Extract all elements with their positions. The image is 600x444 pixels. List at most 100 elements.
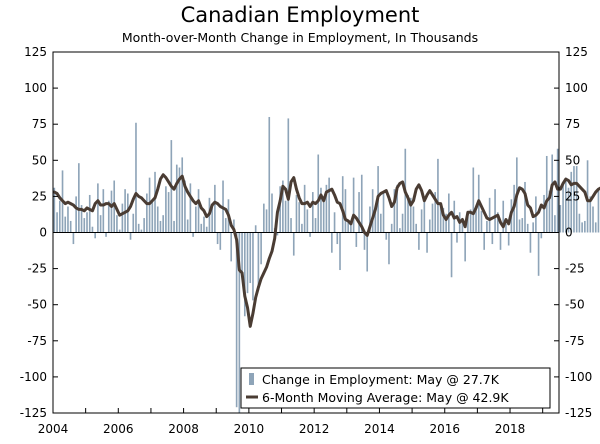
employment-bar	[385, 232, 388, 240]
employment-bar	[69, 220, 72, 233]
employment-bar	[303, 184, 306, 233]
employment-bar	[110, 190, 113, 233]
x-tick-label: 2010	[234, 422, 265, 436]
employment-bar	[224, 218, 227, 233]
employment-bar	[86, 212, 88, 233]
y-tick-label-right: 100	[565, 81, 588, 95]
x-tick-label: 2008	[168, 422, 199, 436]
employment-bar	[551, 154, 554, 233]
employment-bar	[311, 192, 314, 233]
employment-bar	[290, 218, 292, 233]
y-tick-label-right: 50	[565, 153, 580, 167]
employment-bar	[499, 232, 502, 250]
employment-bar	[200, 223, 203, 233]
employment-bar	[442, 207, 445, 233]
employment-bar	[559, 205, 562, 233]
employment-bar	[165, 186, 167, 233]
employment-bar	[78, 163, 80, 233]
employment-bar	[151, 200, 154, 233]
employment-bar	[450, 232, 453, 278]
employment-bar	[390, 223, 393, 233]
employment-bar	[554, 215, 556, 233]
employment-bar	[129, 232, 132, 240]
employment-bar	[105, 232, 107, 237]
employment-bar	[271, 193, 273, 233]
employment-bar	[214, 184, 216, 233]
employment-bar	[366, 232, 369, 272]
employment-bar	[567, 187, 570, 233]
employment-bar	[548, 190, 551, 233]
employment-bar	[336, 232, 339, 245]
legend-bar-label: Change in Employment: May @ 27.7K	[262, 372, 500, 387]
employment-bar	[162, 215, 164, 233]
employment-bar	[494, 189, 496, 233]
y-tick-label-left: -125	[20, 406, 47, 420]
legend: Change in Employment: May @ 27.7K 6-Mont…	[240, 367, 551, 409]
chart-subtitle: Month-over-Month Change in Employment, I…	[121, 30, 479, 45]
employment-bar	[415, 223, 417, 233]
employment-bar	[268, 116, 271, 233]
employment-bar	[306, 209, 309, 233]
employment-bar	[75, 196, 77, 233]
employment-bar	[67, 206, 69, 233]
employment-bar	[140, 229, 143, 233]
employment-bar	[279, 186, 281, 233]
employment-bar	[401, 213, 404, 233]
employment-bar	[118, 229, 121, 233]
employment-bar	[178, 167, 181, 233]
y-tick-label-left: 50	[32, 153, 47, 167]
y-tick-label-right: -50	[565, 298, 585, 312]
employment-bar	[540, 232, 543, 239]
employment-bar	[167, 192, 170, 233]
employment-bar	[320, 187, 322, 233]
x-tick-label: 2004	[38, 422, 69, 436]
employment-bar	[184, 180, 186, 233]
employment-bar	[564, 177, 567, 233]
employment-bar	[480, 210, 483, 233]
employment-bar	[181, 157, 184, 233]
y-tick-label-left: -50	[27, 298, 47, 312]
employment-bar	[467, 216, 469, 233]
employment-bar	[491, 232, 494, 245]
employment-bar	[488, 197, 491, 233]
y-tick-label-right: -25	[565, 262, 585, 276]
employment-bar	[418, 232, 420, 250]
employment-bar	[358, 192, 360, 233]
employment-bar	[347, 219, 349, 233]
employment-bar	[352, 177, 355, 233]
employment-bar	[254, 225, 257, 233]
employment-bar	[578, 213, 581, 233]
employment-bar	[301, 223, 303, 233]
y-tick-label-right: 125	[565, 45, 588, 59]
employment-bar	[475, 207, 477, 233]
employment-bar	[243, 232, 246, 317]
employment-bar	[287, 118, 290, 233]
employment-bar	[469, 209, 472, 233]
employment-bar	[431, 203, 434, 233]
employment-bar	[238, 232, 241, 413]
employment-bar	[135, 122, 137, 233]
employment-bar	[333, 212, 336, 233]
employment-bar	[88, 194, 91, 233]
employment-bar	[292, 232, 295, 256]
employment-bar	[173, 220, 175, 233]
employment-bar	[496, 212, 499, 233]
employment-bar	[543, 194, 545, 233]
employment-bar	[545, 155, 548, 233]
x-tick-label: 2018	[495, 422, 526, 436]
employment-bar	[537, 232, 540, 276]
legend-bar-swatch	[249, 373, 254, 385]
employment-bar	[322, 196, 325, 233]
employment-bar	[382, 192, 385, 233]
employment-bar	[518, 219, 521, 233]
employment-bar	[344, 189, 347, 233]
employment-bar	[423, 197, 426, 233]
employment-bar	[592, 206, 594, 233]
employment-bar	[121, 203, 124, 233]
employment-bar	[331, 232, 333, 253]
employment-bar	[562, 183, 564, 233]
employment-bar	[143, 218, 145, 233]
employment-bar	[505, 223, 507, 233]
employment-bar	[369, 206, 371, 233]
y-tick-label-left: 100	[24, 81, 47, 95]
